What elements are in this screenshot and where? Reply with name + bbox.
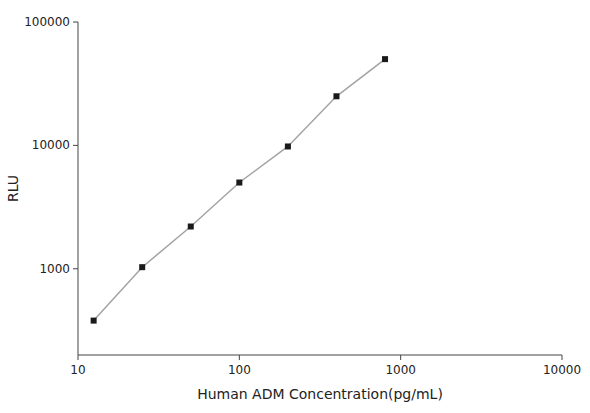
y-tick — [73, 268, 78, 269]
data-point — [139, 264, 145, 270]
y-axis-label: RLU — [5, 175, 21, 202]
x-tick-label: 10000 — [543, 363, 581, 377]
chart-svg: 10 100 1000 10000 1000 10000 100000 Human ADM C… — [0, 0, 590, 413]
data-point — [236, 180, 242, 186]
x-tick — [400, 355, 401, 360]
data-point — [188, 224, 194, 230]
data-point — [285, 143, 291, 149]
x-tick — [239, 355, 240, 360]
y-tick-label: 1000 — [39, 262, 70, 276]
x-tick — [78, 355, 79, 360]
x-tick-label: 100 — [228, 363, 251, 377]
data-point — [382, 56, 388, 62]
y-tick-label: 10000 — [32, 138, 70, 152]
y-tick — [73, 22, 78, 23]
x-axis-label: Human ADM Concentration(pg/mL) — [197, 386, 443, 402]
data-line — [94, 59, 385, 320]
chart-container: 10 100 1000 10000 1000 10000 100000 Human ADM C… — [0, 0, 590, 413]
y-tick-label: 100000 — [24, 15, 70, 29]
data-point — [333, 93, 339, 99]
y-axis-line — [78, 22, 79, 355]
x-tick — [562, 355, 563, 360]
x-tick-label: 10 — [70, 363, 85, 377]
axes: 10 100 1000 10000 1000 10000 100000 — [24, 15, 581, 377]
x-tick-label: 1000 — [385, 363, 416, 377]
y-tick — [73, 145, 78, 146]
plot-area — [91, 56, 388, 323]
x-axis-line — [78, 355, 562, 356]
data-point — [91, 318, 97, 324]
